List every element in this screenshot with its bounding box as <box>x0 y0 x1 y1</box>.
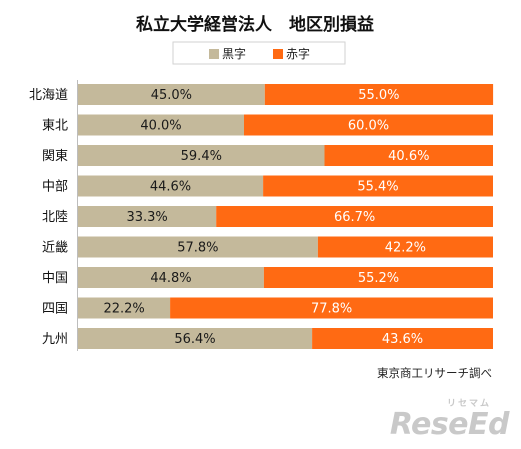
data-label-profit-8: 56.4% <box>174 332 215 347</box>
data-label-loss-0: 55.0% <box>358 88 399 103</box>
chart-title: 私立大学経営法人 地区別損益 <box>136 14 374 35</box>
data-label-loss-3: 55.4% <box>357 180 398 195</box>
data-label-profit-7: 22.2% <box>103 302 144 317</box>
category-label-7: 四国 <box>42 302 68 317</box>
bar-profit-2 <box>78 145 325 166</box>
data-label-profit-4: 33.3% <box>126 210 167 225</box>
bar-profit-7 <box>78 297 171 319</box>
bar-profit-8 <box>78 328 313 349</box>
bar-profit-5 <box>78 236 318 258</box>
data-label-profit-3: 44.6% <box>150 180 191 195</box>
legend-swatch-loss <box>273 49 283 59</box>
data-label-loss-2: 40.6% <box>388 149 429 164</box>
category-label-4: 北陸 <box>42 209 68 225</box>
category-label-0: 北海道 <box>29 88 68 103</box>
category-label-3: 中部 <box>42 180 68 195</box>
data-label-loss-4: 66.7% <box>334 210 375 225</box>
category-label-6: 中国 <box>42 271 68 286</box>
source-note: 東京商工リサーチ調べ <box>377 366 492 380</box>
bar-loss-6 <box>263 267 493 288</box>
legend-swatch-profit <box>209 49 219 59</box>
data-label-loss-6: 55.2% <box>358 271 399 286</box>
bar-profit-6 <box>78 267 264 288</box>
bar-loss-4 <box>216 206 493 227</box>
bar-loss-3 <box>263 175 493 197</box>
legend: 黒字 赤字 <box>172 41 346 65</box>
bar-loss-2 <box>324 145 493 166</box>
bar-loss-8 <box>312 328 493 349</box>
bar-profit-4 <box>78 206 217 227</box>
data-label-profit-6: 44.8% <box>150 271 191 286</box>
bar-profit-1 <box>78 114 244 136</box>
category-label-8: 九州 <box>42 332 68 347</box>
data-label-profit-2: 59.4% <box>181 149 222 164</box>
data-label-profit-1: 40.0% <box>140 119 181 134</box>
legend-box <box>172 41 346 65</box>
bar-loss-1 <box>244 114 493 136</box>
data-label-profit-0: 45.0% <box>151 88 192 103</box>
resed-watermark-logo: リセマム ReseEd <box>389 399 510 442</box>
bar-loss-0 <box>264 84 494 105</box>
data-label-loss-1: 60.0% <box>348 119 389 134</box>
category-label-1: 東北 <box>42 118 68 134</box>
data-label-profit-5: 57.8% <box>177 241 218 256</box>
watermark-main: ReseEd <box>389 407 510 442</box>
category-label-5: 近畿 <box>42 241 68 256</box>
bar-loss-5 <box>317 236 493 258</box>
data-label-loss-5: 42.2% <box>385 241 426 256</box>
bar-profit-3 <box>78 175 264 197</box>
bars-group: 45.0% 55.0% 40.0% 60.0% 59.4% 40.6% 44.6% 55.4%… <box>78 84 494 349</box>
data-label-loss-8: 43.6% <box>382 332 423 347</box>
data-label-loss-7: 77.8% <box>311 302 352 317</box>
legend-label-profit: 黒字 <box>222 46 246 61</box>
bar-loss-7 <box>170 297 493 319</box>
bar-profit-0 <box>78 84 265 105</box>
legend-label-loss: 赤字 <box>286 46 310 61</box>
category-label-2: 関東 <box>42 148 68 164</box>
watermark-sub: リセマム <box>446 399 491 409</box>
